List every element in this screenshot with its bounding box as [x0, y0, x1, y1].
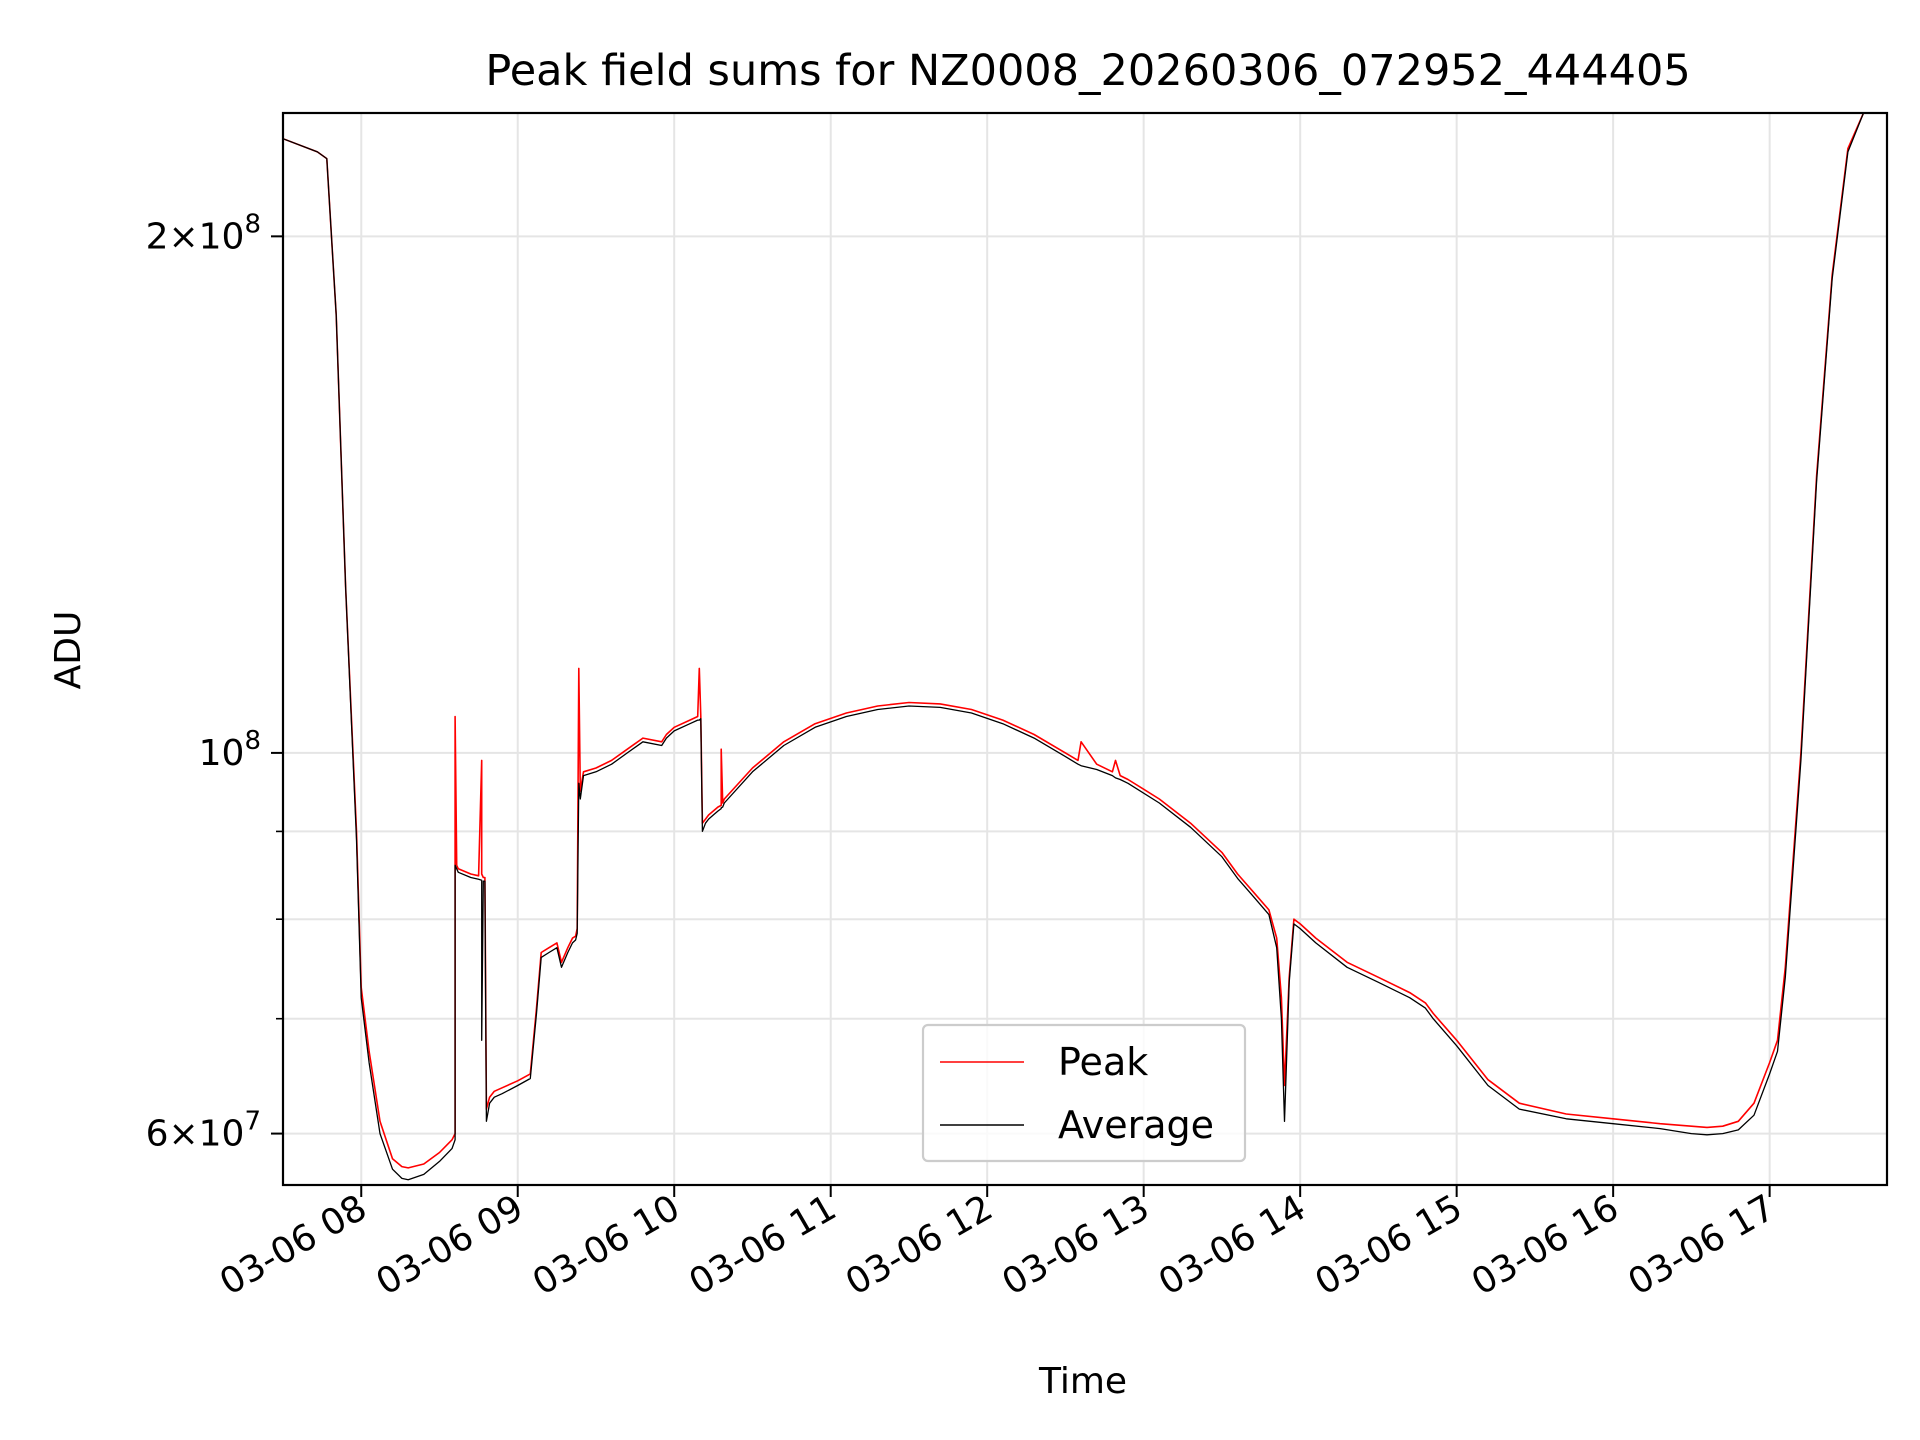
legend: Peak Average — [921, 1023, 1247, 1163]
x-axis-label: Time — [1038, 1361, 1127, 1402]
y-axis: 6×107 108 2×108 — [146, 209, 283, 1155]
y-tick-label: 6×107 — [146, 1107, 261, 1155]
legend-peak-label: Peak — [1058, 1040, 1148, 1084]
y-tick-label: 2×108 — [146, 209, 261, 257]
series-line-average — [283, 113, 1887, 1181]
plot-frame — [281, 111, 1889, 1187]
series-line-peak — [283, 113, 1887, 1169]
y-tick-label: 108 — [199, 726, 261, 774]
legend-average-label: Average — [1058, 1103, 1214, 1147]
chart-title: Peak field sums for NZ0008_20260306_0729… — [485, 46, 1690, 96]
series-layer — [283, 113, 1887, 1181]
y-axis-label: ADU — [48, 611, 89, 690]
legend-box — [921, 1023, 1247, 1163]
